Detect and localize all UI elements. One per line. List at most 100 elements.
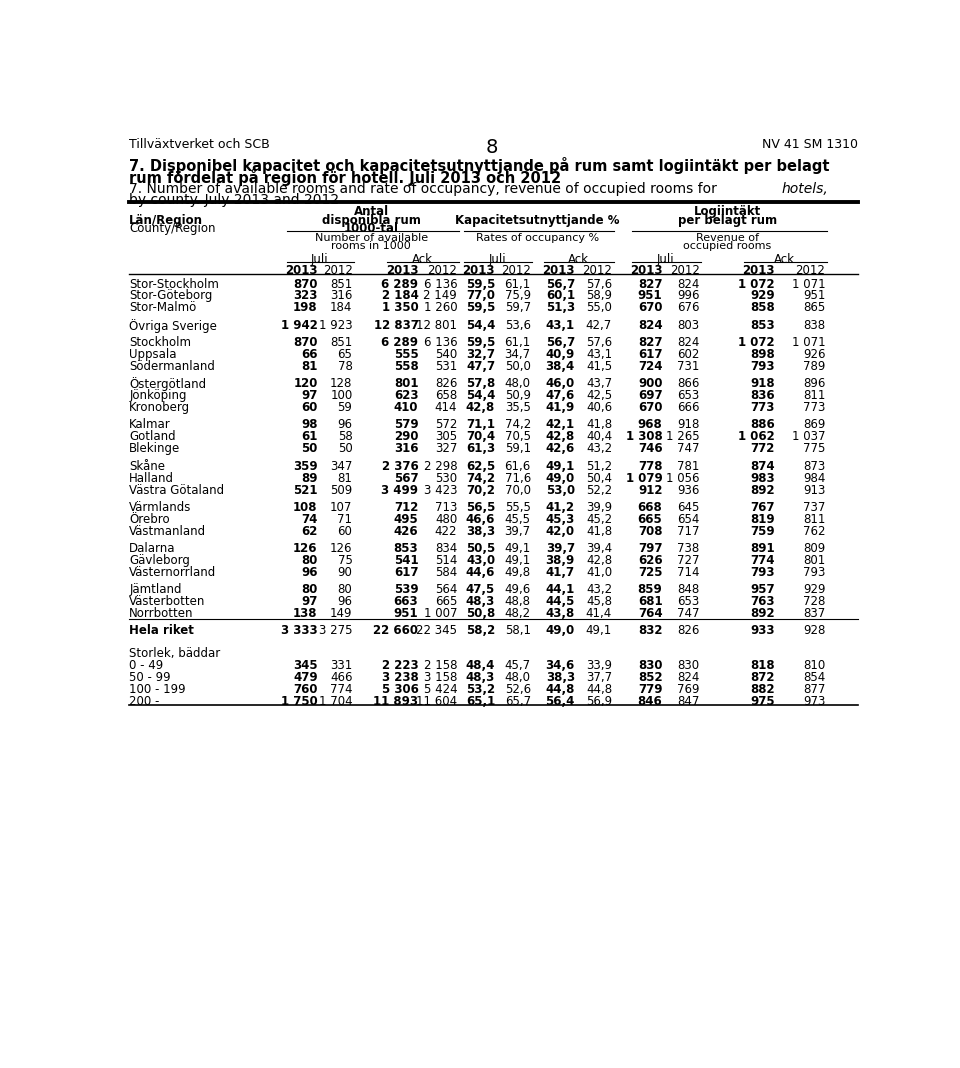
- Text: Hela riket: Hela riket: [130, 625, 194, 638]
- Text: 778: 778: [638, 459, 662, 473]
- Text: 41,7: 41,7: [546, 566, 575, 579]
- Text: 918: 918: [751, 377, 775, 390]
- Text: 654: 654: [678, 513, 700, 525]
- Text: 12 801: 12 801: [416, 318, 457, 332]
- Text: 521: 521: [293, 484, 318, 497]
- Text: 96: 96: [338, 419, 352, 431]
- Text: 49,1: 49,1: [545, 459, 575, 473]
- Text: 22 345: 22 345: [416, 625, 457, 638]
- Text: 713: 713: [435, 501, 457, 514]
- Text: 61,1: 61,1: [505, 278, 531, 290]
- Text: 200 -: 200 -: [130, 695, 159, 708]
- Text: by county. July 2013 and 2012: by county. July 2013 and 2012: [130, 193, 340, 207]
- Text: 663: 663: [394, 595, 419, 608]
- Text: 584: 584: [435, 566, 457, 579]
- Text: 81: 81: [301, 360, 318, 373]
- Text: 837: 837: [803, 607, 826, 621]
- Text: 724: 724: [638, 360, 662, 373]
- Text: 626: 626: [637, 554, 662, 567]
- Text: 2 158: 2 158: [423, 659, 457, 672]
- Text: 33,9: 33,9: [587, 659, 612, 672]
- Text: 853: 853: [394, 543, 419, 555]
- Text: 824: 824: [678, 278, 700, 290]
- Text: 926: 926: [803, 348, 826, 361]
- Text: Södermanland: Södermanland: [130, 360, 215, 373]
- Text: 929: 929: [751, 289, 775, 302]
- Text: 61: 61: [301, 430, 318, 443]
- Text: 847: 847: [678, 695, 700, 708]
- Text: 78: 78: [338, 360, 352, 373]
- Text: rum fördelat på region för hotell. Juli 2013 och 2012: rum fördelat på region för hotell. Juli …: [130, 169, 562, 186]
- Text: 900: 900: [638, 377, 662, 390]
- Text: 2013: 2013: [386, 265, 419, 278]
- Text: 316: 316: [330, 289, 352, 302]
- Text: 746: 746: [637, 442, 662, 455]
- Text: 66: 66: [301, 348, 318, 361]
- Text: 107: 107: [330, 501, 352, 514]
- Text: 46,6: 46,6: [466, 513, 495, 525]
- Text: 38,3: 38,3: [546, 671, 575, 684]
- Text: 100: 100: [330, 389, 352, 403]
- Text: Dalarna: Dalarna: [130, 543, 176, 555]
- Text: 58,2: 58,2: [466, 625, 495, 638]
- Text: 59,7: 59,7: [505, 301, 531, 314]
- Text: 59,5: 59,5: [466, 278, 495, 290]
- Text: 422: 422: [435, 524, 457, 537]
- Text: 40,9: 40,9: [545, 348, 575, 361]
- Text: 80: 80: [301, 554, 318, 567]
- Text: 39,7: 39,7: [546, 543, 575, 555]
- Text: 410: 410: [394, 402, 419, 414]
- Text: Örebro: Örebro: [130, 513, 170, 525]
- Text: 951: 951: [803, 289, 826, 302]
- Text: 567: 567: [394, 472, 419, 485]
- Text: 53,0: 53,0: [546, 484, 575, 497]
- Text: 712: 712: [394, 501, 419, 514]
- Text: 7. Disponibel kapacitet och kapacitetsutnyttjande på rum samt logiintäkt per bel: 7. Disponibel kapacitet och kapacitetsut…: [130, 157, 829, 174]
- Text: 47,5: 47,5: [466, 583, 495, 596]
- Text: 1 260: 1 260: [423, 301, 457, 314]
- Text: Jämtland: Jämtland: [130, 583, 181, 596]
- Text: Revenue of: Revenue of: [696, 233, 759, 242]
- Text: 2012: 2012: [796, 265, 826, 278]
- Text: 49,1: 49,1: [505, 554, 531, 567]
- Text: 42,8: 42,8: [466, 402, 495, 414]
- Text: 2013: 2013: [285, 265, 318, 278]
- Text: 100 - 199: 100 - 199: [130, 682, 186, 696]
- Text: 149: 149: [330, 607, 352, 621]
- Text: 55,5: 55,5: [505, 501, 531, 514]
- Text: Gotland: Gotland: [130, 430, 176, 443]
- Text: 793: 793: [803, 566, 826, 579]
- Text: 774: 774: [330, 682, 352, 696]
- Text: 3 238: 3 238: [382, 671, 419, 684]
- Text: 617: 617: [394, 566, 419, 579]
- Text: 665: 665: [435, 595, 457, 608]
- Text: 97: 97: [301, 595, 318, 608]
- Text: 530: 530: [435, 472, 457, 485]
- Text: 50,9: 50,9: [505, 389, 531, 403]
- Text: 658: 658: [435, 389, 457, 403]
- Text: County/Region: County/Region: [130, 222, 216, 235]
- Text: 775: 775: [803, 442, 826, 455]
- Text: 42,5: 42,5: [586, 389, 612, 403]
- Text: disponibla rum: disponibla rum: [322, 214, 420, 226]
- Text: 6 289: 6 289: [381, 278, 419, 290]
- Text: 564: 564: [435, 583, 457, 596]
- Text: 70,4: 70,4: [466, 430, 495, 443]
- Text: 108: 108: [293, 501, 318, 514]
- Text: 65: 65: [338, 348, 352, 361]
- Text: 62,5: 62,5: [466, 459, 495, 473]
- Text: 59,5: 59,5: [466, 301, 495, 314]
- Text: 42,7: 42,7: [586, 318, 612, 332]
- Text: 824: 824: [678, 336, 700, 349]
- Text: 327: 327: [435, 442, 457, 455]
- Text: 39,9: 39,9: [586, 501, 612, 514]
- Text: 826: 826: [678, 625, 700, 638]
- Text: 45,2: 45,2: [586, 513, 612, 525]
- Text: 43,0: 43,0: [466, 554, 495, 567]
- Text: 877: 877: [803, 682, 826, 696]
- Text: 3 333: 3 333: [281, 625, 318, 638]
- Text: 59,5: 59,5: [466, 336, 495, 349]
- Text: Stor-Göteborg: Stor-Göteborg: [130, 289, 213, 302]
- Text: 773: 773: [751, 402, 775, 414]
- Text: Juli: Juli: [657, 253, 675, 266]
